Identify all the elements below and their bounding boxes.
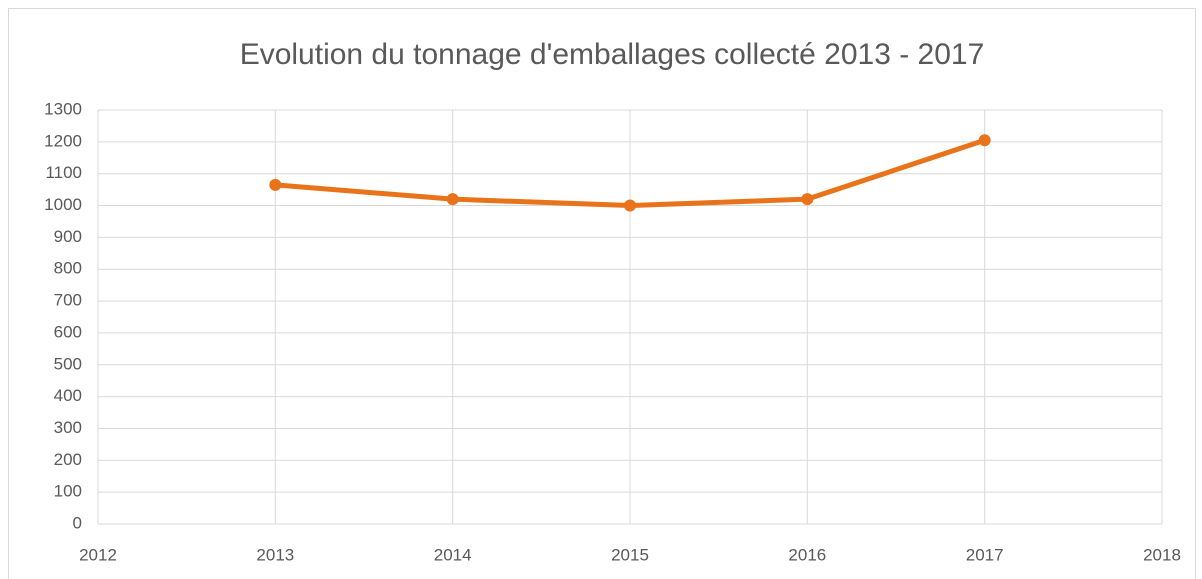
y-tick-label: 0: [73, 513, 82, 532]
x-tick-label: 2018: [1143, 545, 1181, 564]
y-tick-label: 400: [54, 386, 82, 405]
y-tick-label: 600: [54, 322, 82, 341]
y-tick-label: 1200: [44, 131, 82, 150]
point: [801, 193, 814, 206]
point: [978, 134, 991, 147]
x-tick-label: 2015: [611, 545, 649, 564]
y-tick-label: 1000: [44, 195, 82, 214]
x-tick-label: 2014: [434, 545, 472, 564]
point: [624, 199, 636, 212]
y-tick-label: 1300: [44, 99, 82, 118]
y-tick-label: 1100: [45, 163, 82, 182]
x-tick-label: 2013: [256, 545, 294, 564]
x-tick-label: 2017: [966, 545, 1004, 564]
chart-title: Evolution du tonnage d'emballages collec…: [240, 38, 985, 71]
point: [446, 193, 459, 206]
x-tick-label: 2016: [788, 545, 826, 564]
x-tick-label: 2012: [79, 545, 117, 564]
y-tick-label: 700: [54, 291, 82, 310]
y-tick-label: 100: [54, 482, 82, 501]
chart-border: [8, 8, 1196, 579]
y-tick-label: 500: [54, 354, 82, 373]
y-tick-label: 200: [54, 450, 82, 469]
y-tick-label: 300: [54, 418, 82, 437]
y-tick-label: 800: [54, 259, 82, 278]
point: [269, 178, 282, 191]
y-tick-label: 900: [54, 227, 82, 246]
